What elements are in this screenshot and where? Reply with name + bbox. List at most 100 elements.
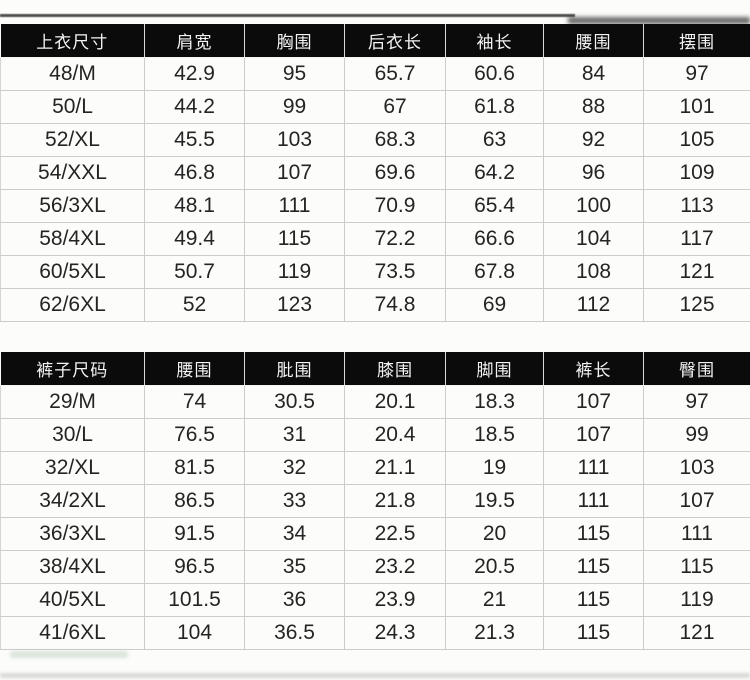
value-cell: 22.5	[344, 517, 446, 551]
value-cell: 31	[244, 418, 345, 452]
value-cell: 19.5	[445, 484, 544, 518]
value-cell: 113	[643, 189, 750, 223]
column-header: 裤长	[543, 352, 644, 386]
value-cell: 119	[643, 583, 750, 617]
table-row: 38/4XL 96.5 35 23.2 20.5 115 115	[0, 550, 750, 584]
table-title-header: 上衣尺寸	[0, 24, 145, 58]
table-row: 41/6XL 104 36.5 24.3 21.3 115 121	[0, 616, 750, 650]
value-cell: 100	[543, 189, 644, 223]
value-cell: 81.5	[144, 451, 245, 485]
value-cell: 49.4	[144, 222, 245, 256]
table-row: 34/2XL 86.5 33 21.8 19.5 111 107	[0, 484, 750, 518]
value-cell: 108	[543, 255, 644, 289]
pants-table-header: 裤子尺码 腰围 肶围 膝围 脚围 裤长 臀围	[0, 352, 750, 386]
value-cell: 109	[643, 156, 750, 190]
value-cell: 68.3	[344, 123, 446, 157]
column-header: 腰围	[144, 352, 245, 386]
value-cell: 18.3	[445, 385, 544, 419]
value-cell: 99	[244, 90, 345, 124]
value-cell: 36	[244, 583, 345, 617]
value-cell: 115	[543, 517, 644, 551]
pants-table-body: 29/M 74 30.5 20.1 18.3 107 97 30/L 76.5 31 20.4 18.…	[0, 385, 750, 650]
value-cell: 104	[144, 616, 245, 650]
tops-size-table: 上衣尺寸 肩宽 胸围 后衣长 袖长 腰围 摆围 48/M 42.9 95 65.7 60.6 84 97…	[0, 24, 750, 322]
value-cell: 97	[643, 57, 750, 91]
table-row: 54/XXL 46.8 107 69.6 64.2 96 109	[0, 156, 750, 190]
table-row: 32/XL 81.5 32 21.1 19 111 103	[0, 451, 750, 485]
value-cell: 88	[543, 90, 644, 124]
value-cell: 115	[543, 583, 644, 617]
value-cell: 72.2	[344, 222, 446, 256]
column-header: 后衣长	[344, 24, 446, 58]
value-cell: 125	[643, 288, 750, 322]
value-cell: 103	[643, 451, 750, 485]
value-cell: 69.6	[344, 156, 446, 190]
value-cell: 63	[445, 123, 544, 157]
value-cell: 107	[643, 484, 750, 518]
column-header: 胸围	[244, 24, 345, 58]
table-row: 56/3XL 48.1 111 70.9 65.4 100 113	[0, 189, 750, 223]
value-cell: 73.5	[344, 255, 446, 289]
value-cell: 97	[643, 385, 750, 419]
value-cell: 21.1	[344, 451, 446, 485]
value-cell: 66.6	[445, 222, 544, 256]
value-cell: 121	[643, 255, 750, 289]
scan-artifact-top-smudge	[568, 17, 750, 24]
value-cell: 21.8	[344, 484, 446, 518]
value-cell: 42.9	[144, 57, 245, 91]
column-header: 袖长	[445, 24, 544, 58]
size-label-cell: 50/L	[0, 90, 145, 124]
column-header: 肩宽	[144, 24, 245, 58]
value-cell: 92	[543, 123, 644, 157]
pants-size-table: 裤子尺码 腰围 肶围 膝围 脚围 裤长 臀围 29/M 74 30.5 20.1 18.3 107 97…	[0, 352, 750, 650]
value-cell: 103	[244, 123, 345, 157]
value-cell: 123	[244, 288, 345, 322]
value-cell: 69	[445, 288, 544, 322]
value-cell: 111	[543, 451, 644, 485]
scan-artifact-top-line	[0, 14, 575, 17]
value-cell: 86.5	[144, 484, 245, 518]
value-cell: 99	[643, 418, 750, 452]
size-label-cell: 38/4XL	[0, 550, 145, 584]
size-label-cell: 60/5XL	[0, 255, 145, 289]
value-cell: 21.3	[445, 616, 544, 650]
size-label-cell: 41/6XL	[0, 616, 145, 650]
table-title-header: 裤子尺码	[0, 352, 145, 386]
value-cell: 33	[244, 484, 345, 518]
value-cell: 67.8	[445, 255, 544, 289]
value-cell: 112	[543, 288, 644, 322]
size-label-cell: 34/2XL	[0, 484, 145, 518]
size-label-cell: 58/4XL	[0, 222, 145, 256]
value-cell: 67	[344, 90, 446, 124]
value-cell: 115	[543, 616, 644, 650]
value-cell: 105	[643, 123, 750, 157]
table-row: 60/5XL 50.7 119 73.5 67.8 108 121	[0, 255, 750, 289]
scan-artifact-bottom-streak	[0, 673, 750, 678]
table-row: 52/XL 45.5 103 68.3 63 92 105	[0, 123, 750, 157]
value-cell: 74	[144, 385, 245, 419]
tops-table-header: 上衣尺寸 肩宽 胸围 后衣长 袖长 腰围 摆围	[0, 24, 750, 58]
value-cell: 111	[244, 189, 345, 223]
value-cell: 96	[543, 156, 644, 190]
column-header: 腰围	[543, 24, 644, 58]
value-cell: 34	[244, 517, 345, 551]
value-cell: 76.5	[144, 418, 245, 452]
watermark-smudge	[10, 651, 128, 658]
table-row: 58/4XL 49.4 115 72.2 66.6 104 117	[0, 222, 750, 256]
size-label-cell: 32/XL	[0, 451, 145, 485]
value-cell: 35	[244, 550, 345, 584]
value-cell: 64.2	[445, 156, 544, 190]
value-cell: 107	[543, 385, 644, 419]
value-cell: 23.9	[344, 583, 446, 617]
value-cell: 44.2	[144, 90, 245, 124]
value-cell: 111	[543, 484, 644, 518]
size-label-cell: 56/3XL	[0, 189, 145, 223]
column-header: 臀围	[643, 352, 750, 386]
table-row: 40/5XL 101.5 36 23.9 21 115 119	[0, 583, 750, 617]
value-cell: 50.7	[144, 255, 245, 289]
value-cell: 70.9	[344, 189, 446, 223]
value-cell: 95	[244, 57, 345, 91]
table-row: 48/M 42.9 95 65.7 60.6 84 97	[0, 57, 750, 91]
value-cell: 23.2	[344, 550, 446, 584]
